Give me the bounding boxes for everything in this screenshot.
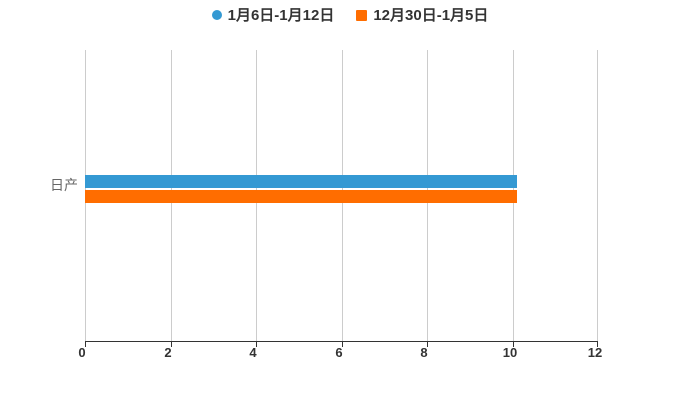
legend-item-week-current[interactable]: 1月6日-1月12日	[211, 6, 335, 24]
bar-week-current[interactable]	[85, 175, 517, 188]
y-axis-category-label: 日产	[50, 177, 78, 193]
x-axis-tick	[597, 342, 598, 347]
x-tick-label: 8	[420, 345, 428, 360]
x-tick-label: 6	[335, 345, 343, 360]
x-tick-label: 12	[587, 345, 603, 360]
legend-label-week-previous: 12月30日-1月5日	[373, 6, 489, 24]
legend-square-icon	[356, 9, 368, 21]
x-axis-tick	[342, 342, 343, 347]
x-tick-label: 0	[78, 345, 86, 360]
x-axis-tick	[513, 342, 514, 347]
legend-circle-icon	[211, 10, 222, 20]
legend-item-week-previous[interactable]: 12月30日-1月5日	[356, 8, 488, 23]
x-axis-tick	[256, 342, 257, 347]
x-tick-label: 2	[164, 345, 172, 360]
bar-week-previous[interactable]	[85, 190, 517, 203]
x-tick-label: 4	[249, 345, 257, 360]
legend: 1月6日-1月12日 12月30日-1月5日	[0, 4, 700, 26]
legend-label-week-current: 1月6日-1月12日	[227, 6, 335, 24]
x-axis-tick	[85, 342, 86, 347]
x-axis-tick	[427, 342, 428, 347]
gridline	[597, 50, 598, 341]
x-tick-label: 10	[502, 345, 518, 360]
x-axis-tick	[171, 342, 172, 347]
plot-area	[85, 50, 598, 342]
